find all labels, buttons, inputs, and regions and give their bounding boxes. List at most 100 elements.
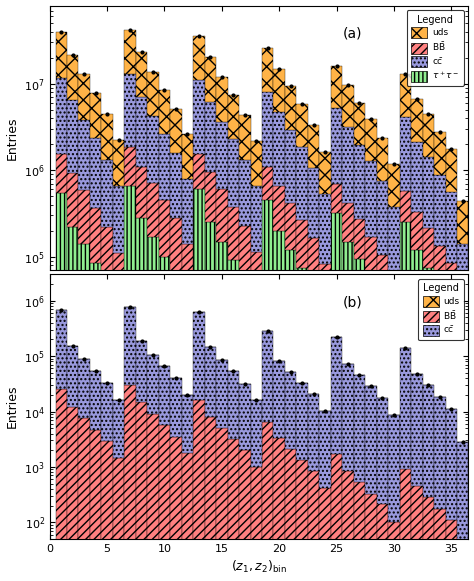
Legend: uds, B$\bar{\mathrm{B}}$, c$\bar{\mathrm{c}}$: uds, B$\bar{\mathrm{B}}$, c$\bar{\mathrm… bbox=[418, 279, 464, 340]
Bar bbox=[319, 264, 331, 314]
Bar bbox=[365, 493, 377, 581]
Bar bbox=[388, 415, 400, 522]
Bar bbox=[285, 86, 296, 130]
Bar bbox=[354, 259, 365, 581]
Bar bbox=[124, 187, 136, 581]
Bar bbox=[79, 359, 90, 418]
Bar bbox=[422, 385, 434, 497]
Bar bbox=[136, 401, 147, 581]
Bar bbox=[228, 95, 239, 139]
Bar bbox=[342, 203, 354, 242]
Bar bbox=[159, 257, 170, 581]
Bar bbox=[457, 553, 468, 581]
Bar bbox=[285, 203, 296, 250]
Bar bbox=[193, 35, 205, 80]
Bar bbox=[170, 437, 182, 581]
Bar bbox=[273, 361, 285, 438]
Bar bbox=[411, 142, 422, 212]
Bar bbox=[446, 520, 457, 581]
Bar bbox=[273, 69, 285, 113]
Bar bbox=[159, 134, 170, 200]
Bar bbox=[55, 154, 67, 193]
Bar bbox=[354, 218, 365, 259]
Bar bbox=[400, 117, 411, 191]
Bar bbox=[308, 168, 319, 238]
Bar bbox=[377, 255, 388, 296]
Bar bbox=[136, 341, 147, 401]
Bar bbox=[422, 157, 434, 228]
Bar bbox=[377, 504, 388, 581]
Bar bbox=[170, 153, 182, 218]
Y-axis label: Entries: Entries bbox=[6, 385, 18, 428]
Bar bbox=[400, 191, 411, 223]
Bar bbox=[67, 173, 79, 227]
Bar bbox=[308, 394, 319, 471]
Bar bbox=[170, 275, 182, 581]
Bar bbox=[331, 66, 342, 108]
Bar bbox=[331, 454, 342, 581]
Bar bbox=[67, 101, 79, 173]
Bar bbox=[113, 253, 124, 309]
Bar bbox=[239, 226, 251, 279]
Bar bbox=[342, 242, 354, 581]
Bar bbox=[296, 104, 308, 147]
Bar bbox=[422, 228, 434, 268]
Bar bbox=[411, 99, 422, 142]
Bar bbox=[262, 331, 273, 422]
Bar bbox=[90, 263, 101, 581]
Bar bbox=[67, 346, 79, 407]
Bar bbox=[147, 355, 159, 414]
Bar bbox=[354, 103, 365, 145]
Bar bbox=[228, 260, 239, 581]
Bar bbox=[101, 283, 113, 581]
Bar bbox=[262, 167, 273, 200]
Bar bbox=[446, 149, 457, 192]
Bar bbox=[113, 139, 124, 186]
Bar bbox=[124, 147, 136, 187]
Bar bbox=[147, 116, 159, 182]
Bar bbox=[67, 55, 79, 101]
Text: (a): (a) bbox=[343, 26, 362, 40]
Bar bbox=[308, 287, 319, 581]
Bar bbox=[296, 220, 308, 268]
Bar bbox=[147, 72, 159, 116]
Bar bbox=[90, 138, 101, 208]
Bar bbox=[319, 411, 331, 487]
Bar bbox=[90, 371, 101, 430]
Bar bbox=[159, 200, 170, 257]
Bar bbox=[273, 113, 285, 187]
Bar bbox=[273, 187, 285, 231]
Bar bbox=[422, 114, 434, 157]
Bar bbox=[159, 425, 170, 581]
Bar bbox=[262, 200, 273, 581]
Bar bbox=[136, 96, 147, 167]
Bar bbox=[388, 522, 400, 581]
Bar bbox=[182, 453, 193, 581]
Bar bbox=[354, 145, 365, 218]
Bar bbox=[205, 417, 216, 581]
Bar bbox=[342, 85, 354, 127]
Bar bbox=[251, 467, 262, 581]
Bar bbox=[216, 77, 228, 122]
Bar bbox=[251, 252, 262, 304]
Bar bbox=[319, 194, 331, 264]
Bar bbox=[319, 152, 331, 194]
Bar bbox=[239, 279, 251, 581]
Bar bbox=[239, 115, 251, 160]
Bar bbox=[285, 250, 296, 581]
Bar bbox=[101, 160, 113, 227]
Bar bbox=[251, 400, 262, 467]
Bar bbox=[262, 422, 273, 581]
Bar bbox=[193, 154, 205, 189]
Bar bbox=[411, 250, 422, 581]
Bar bbox=[411, 486, 422, 581]
Bar bbox=[446, 303, 457, 581]
Bar bbox=[147, 182, 159, 237]
Bar bbox=[216, 242, 228, 581]
Bar bbox=[182, 134, 193, 179]
Bar bbox=[457, 442, 468, 553]
Bar bbox=[228, 439, 239, 581]
Bar bbox=[319, 314, 331, 581]
Bar bbox=[182, 244, 193, 301]
Bar bbox=[365, 386, 377, 493]
